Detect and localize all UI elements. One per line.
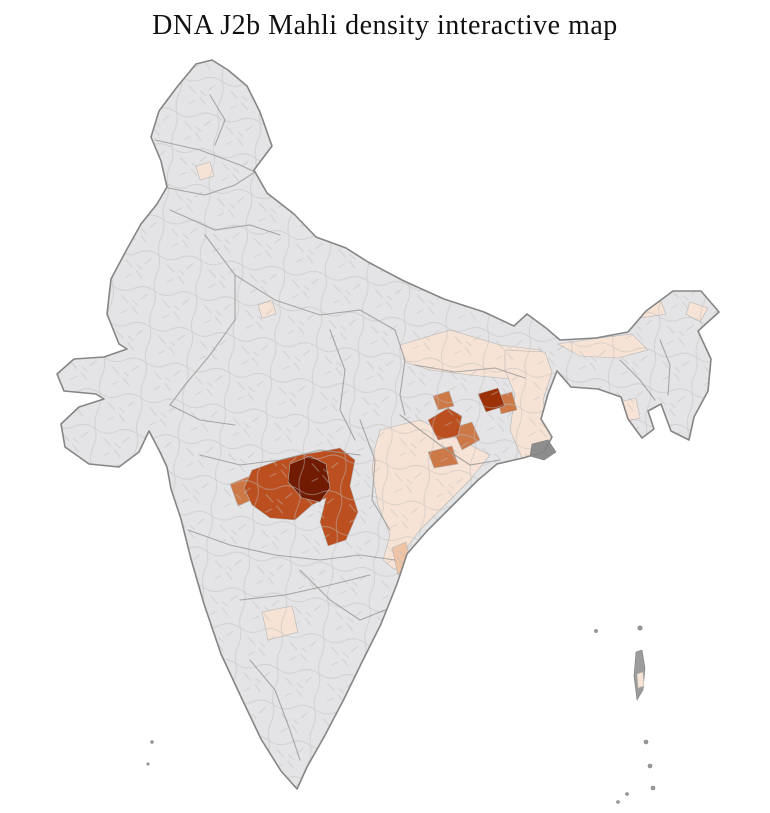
island-low-density[interactable]	[636, 671, 645, 689]
island-chain-southeast[interactable]	[594, 625, 656, 804]
island-dots-southwest	[146, 740, 154, 766]
district-borders-mesh	[57, 60, 719, 789]
delta-district[interactable]	[529, 439, 557, 461]
page-title: DNA J2b Mahli density interactive map	[152, 10, 618, 41]
state-borders	[154, 94, 671, 761]
